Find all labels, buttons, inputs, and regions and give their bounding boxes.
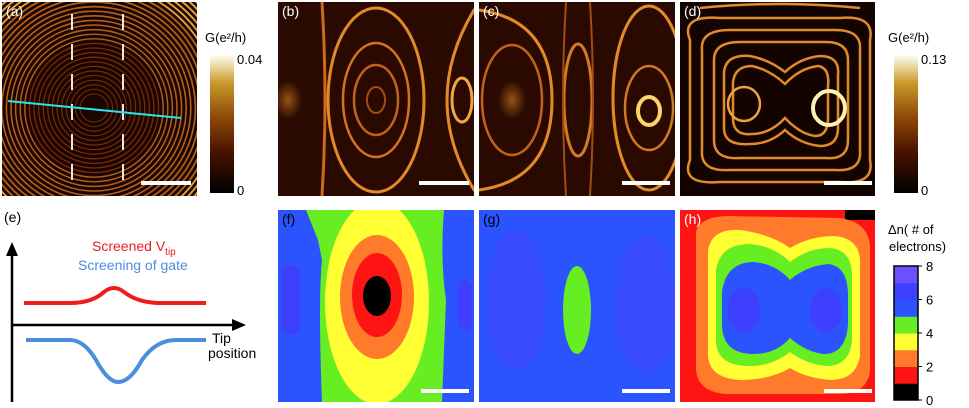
panel-b-label: (b) <box>282 3 299 19</box>
panel-f-blob-right <box>458 280 472 330</box>
colorbar-conductance-large: G(e²/h) 0.13 0 <box>888 30 946 198</box>
panel-h-label: (h) <box>684 211 701 227</box>
panel-b-right-rings <box>445 8 474 192</box>
panel-h-inner-right <box>810 288 842 332</box>
colorbar-density-title-line1: Δn( # of <box>888 222 934 237</box>
colorbar-density-tick-label: 4 <box>926 326 933 341</box>
panel-b-background <box>278 2 474 196</box>
panel-a: (a) <box>2 2 197 196</box>
panel-a-rings <box>2 2 197 196</box>
panel-a-ring <box>56 70 132 146</box>
colorbar-density-title-line2: electrons) <box>889 239 946 254</box>
panel-b: (b) <box>278 2 474 196</box>
panel-e-label: (e) <box>4 209 21 225</box>
panel-d: (d) <box>680 2 875 196</box>
panel-a-ring <box>14 28 174 188</box>
panel-c-scale-bar <box>622 181 670 185</box>
colorbar-small-max-label: 0.04 <box>237 52 262 67</box>
panel-a-ring <box>5 19 183 196</box>
panel-a-ring <box>51 65 137 151</box>
panel-a-ring <box>2 10 192 196</box>
panel-c-right-rings <box>611 4 675 192</box>
panel-a-ring <box>10 24 178 192</box>
panel-e: (e) Screened Vtip Screening of gate Tip … <box>4 209 256 402</box>
colorbar-large-min-label: 0 <box>921 183 928 198</box>
panel-a-ring <box>28 42 160 174</box>
colorbar-density-swatch <box>894 282 918 300</box>
colorbar-small-gradient <box>210 55 234 193</box>
colorbar-large-gradient <box>894 55 918 193</box>
panel-f-black-core <box>363 276 391 316</box>
panel-e-axis-label-line2: position <box>208 345 256 361</box>
panel-g-label: (g) <box>483 211 500 227</box>
panel-a-scale-bar <box>141 181 191 185</box>
panel-f-label: (f) <box>282 211 295 227</box>
colorbar-large-title: G(e²/h) <box>888 30 929 45</box>
colorbar-density-ticks: 8 6 4 2 0 <box>918 259 933 408</box>
panel-a-linecut <box>7 100 182 119</box>
colorbar-small-title: G(e²/h) <box>205 30 246 45</box>
panel-b-scale-bar <box>419 181 469 185</box>
panel-h: (h) <box>680 210 875 402</box>
colorbar-density-swatch <box>894 383 918 401</box>
colorbar-density-tick-label: 8 <box>926 259 933 274</box>
panel-a-label: (a) <box>6 3 23 19</box>
panel-h-inner-left <box>728 288 760 332</box>
panel-f-scale-bar <box>421 389 469 393</box>
panel-c-label: (c) <box>483 3 499 19</box>
panel-e-screened-label: Screened Vtip <box>92 238 176 258</box>
panel-a-ring <box>24 38 164 178</box>
panel-e-axes <box>6 242 246 402</box>
panel-a-ring <box>19 33 169 183</box>
panel-g-blob-right <box>616 235 675 375</box>
panel-d-rings <box>686 2 872 184</box>
panel-a-ring <box>2 5 197 196</box>
panel-d-scale-bar <box>824 181 872 185</box>
colorbar-density-swatch <box>894 266 918 284</box>
panel-h-blue-region <box>722 262 848 354</box>
panel-f-blob-left <box>282 265 300 335</box>
panel-c-glow-left <box>498 80 526 120</box>
panel-c-left-arcs <box>479 8 554 192</box>
panel-e-screening-curve <box>26 338 206 385</box>
panel-f: (f) <box>278 210 474 402</box>
panel-e-screened-curve <box>24 286 206 305</box>
colorbar-density-swatch <box>894 349 918 367</box>
panel-h-black-corner <box>845 210 875 220</box>
colorbar-density-tick-label: 6 <box>926 293 933 308</box>
panel-g-scale-bar <box>622 389 670 393</box>
panel-a-ring <box>37 51 151 165</box>
panel-a-ring <box>2 15 187 196</box>
panel-e-axis-label-line1: Tip <box>212 330 231 346</box>
colorbar-density-swatch <box>894 333 918 351</box>
panel-b-glow-left <box>278 80 302 120</box>
panel-g-green-region <box>563 266 591 354</box>
colorbar-small-min-label: 0 <box>237 183 244 198</box>
colorbar-density-swatch <box>894 299 918 317</box>
panel-d-label: (d) <box>684 3 701 19</box>
colorbar-large-max-label: 0.13 <box>921 52 946 67</box>
panel-g-blob-left <box>486 230 546 370</box>
colorbar-density-swatches <box>894 266 918 401</box>
colorbar-conductance-small: G(e²/h) 0.04 0 <box>205 30 262 198</box>
panel-b-center-rings <box>326 6 426 194</box>
colorbar-density-tick-label: 2 <box>926 360 933 375</box>
panel-c: (c) <box>479 2 675 196</box>
panel-a-ring <box>33 47 155 169</box>
panel-c-mid-rings <box>562 2 594 196</box>
panel-a-ring <box>42 56 146 160</box>
panel-a-ring <box>65 79 123 137</box>
panel-a-ring <box>47 61 141 155</box>
colorbar-density: Δn( # of electrons) 8 6 4 2 0 <box>888 222 946 408</box>
colorbar-density-swatch <box>894 316 918 334</box>
panel-g: (g) <box>479 210 675 402</box>
panel-b-left-arcs <box>320 2 327 196</box>
colorbar-density-tick-label: 0 <box>926 393 933 408</box>
panel-a-ring <box>61 75 127 141</box>
colorbar-density-swatch <box>894 366 918 384</box>
panel-h-scale-bar <box>824 389 872 393</box>
panel-e-screening-label: Screening of gate <box>78 257 188 273</box>
